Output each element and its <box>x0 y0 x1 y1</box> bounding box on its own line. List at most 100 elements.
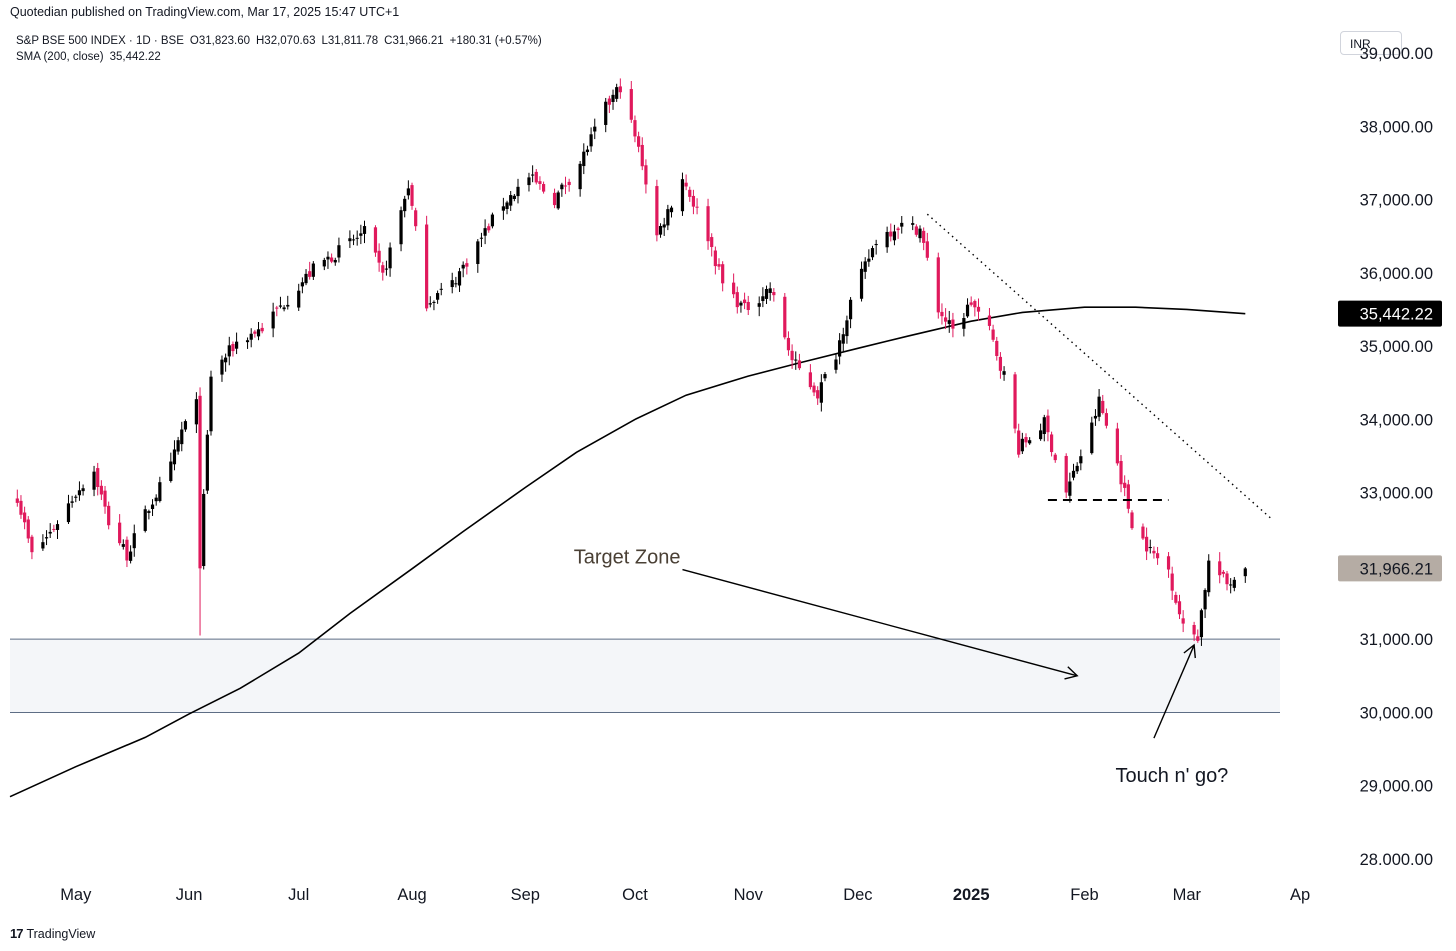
candle[interactable] <box>615 83 619 102</box>
candle[interactable] <box>534 169 538 185</box>
candle[interactable] <box>1071 463 1076 481</box>
candle[interactable] <box>797 353 802 371</box>
candle[interactable] <box>786 331 791 356</box>
candle[interactable] <box>1225 570 1229 591</box>
candle[interactable] <box>816 386 820 405</box>
candle[interactable] <box>1152 546 1156 559</box>
candle[interactable] <box>414 207 418 231</box>
candle[interactable] <box>1170 566 1174 600</box>
candle[interactable] <box>527 172 531 192</box>
candle[interactable] <box>465 258 469 275</box>
candle[interactable] <box>604 97 608 133</box>
candle[interactable] <box>330 253 334 264</box>
candle[interactable] <box>684 174 688 191</box>
candle[interactable] <box>490 212 495 229</box>
candle[interactable] <box>1196 629 1200 643</box>
candle[interactable] <box>640 137 644 171</box>
candle[interactable] <box>74 494 78 503</box>
candle[interactable] <box>326 251 330 269</box>
candle[interactable] <box>516 178 520 204</box>
candle[interactable] <box>48 523 52 538</box>
candle[interactable] <box>1042 414 1046 442</box>
candle[interactable] <box>435 290 440 304</box>
candle[interactable] <box>962 312 966 337</box>
candle[interactable] <box>838 333 842 365</box>
candle[interactable] <box>834 354 838 374</box>
candle[interactable] <box>428 296 432 308</box>
candle[interactable] <box>205 429 209 494</box>
candle[interactable] <box>885 226 889 253</box>
candle[interactable] <box>764 285 769 304</box>
candle[interactable] <box>227 336 231 366</box>
candle[interactable] <box>1192 621 1196 642</box>
candle[interactable] <box>925 232 929 261</box>
candle[interactable] <box>742 292 747 310</box>
candle[interactable] <box>180 421 184 452</box>
touch-arrow[interactable] <box>1153 643 1196 739</box>
legend-symbol[interactable]: S&P BSE 500 INDEX · 1D · BSE <box>16 35 184 47</box>
candle[interactable] <box>169 452 173 483</box>
candle[interactable] <box>560 182 564 197</box>
candle[interactable] <box>761 287 765 308</box>
candle[interactable] <box>567 178 571 192</box>
candle[interactable] <box>158 476 162 503</box>
candle[interactable] <box>66 494 71 525</box>
sma-200-line[interactable] <box>9 306 1246 798</box>
candle[interactable] <box>172 440 177 471</box>
candle[interactable] <box>1101 394 1105 415</box>
candle[interactable] <box>512 193 516 202</box>
candle[interactable] <box>1039 423 1043 441</box>
candle[interactable] <box>1141 523 1145 541</box>
candle[interactable] <box>739 300 743 313</box>
candle[interactable] <box>710 233 714 257</box>
candle[interactable] <box>425 215 429 312</box>
candle[interactable] <box>1123 475 1127 497</box>
candle[interactable] <box>410 182 414 210</box>
candle[interactable] <box>381 261 385 281</box>
candle[interactable] <box>870 245 875 261</box>
candle[interactable] <box>845 315 849 344</box>
candle[interactable] <box>388 242 392 277</box>
candle[interactable] <box>304 269 308 286</box>
candle[interactable] <box>695 198 699 215</box>
candle[interactable] <box>202 489 206 570</box>
candle[interactable] <box>1053 452 1057 463</box>
candle[interactable] <box>629 80 633 123</box>
candle[interactable] <box>1079 449 1083 471</box>
candle[interactable] <box>55 520 60 539</box>
candle[interactable] <box>947 310 951 333</box>
candle[interactable] <box>1232 576 1236 592</box>
candle[interactable] <box>867 249 871 267</box>
candle[interactable] <box>403 195 407 218</box>
candle[interactable] <box>52 524 56 533</box>
candle[interactable] <box>768 282 772 301</box>
candle[interactable] <box>717 258 721 271</box>
candle[interactable] <box>691 189 696 215</box>
candle[interactable] <box>297 283 301 311</box>
candle[interactable] <box>348 230 352 248</box>
candle[interactable] <box>1046 409 1050 442</box>
candle[interactable] <box>1024 433 1028 448</box>
candle[interactable] <box>1020 432 1024 455</box>
candle[interactable] <box>70 495 74 508</box>
candle[interactable] <box>563 176 568 195</box>
candle[interactable] <box>461 261 465 278</box>
candle[interactable] <box>1218 552 1222 584</box>
candle[interactable] <box>1229 578 1233 594</box>
dotted-downtrend-line[interactable] <box>926 213 1272 519</box>
candle[interactable] <box>721 261 725 292</box>
candle[interactable] <box>658 223 663 238</box>
candle[interactable] <box>234 332 239 355</box>
candle[interactable] <box>26 516 30 543</box>
candle[interactable] <box>589 127 593 152</box>
candle[interactable] <box>531 165 535 183</box>
candle[interactable] <box>224 353 228 372</box>
candle[interactable] <box>644 159 648 194</box>
candle[interactable] <box>735 286 739 314</box>
candle[interactable] <box>359 224 363 245</box>
candle[interactable] <box>578 160 582 197</box>
candle[interactable] <box>556 190 560 210</box>
candle[interactable] <box>808 364 812 390</box>
candle[interactable] <box>1090 416 1094 455</box>
candle[interactable] <box>209 370 213 436</box>
